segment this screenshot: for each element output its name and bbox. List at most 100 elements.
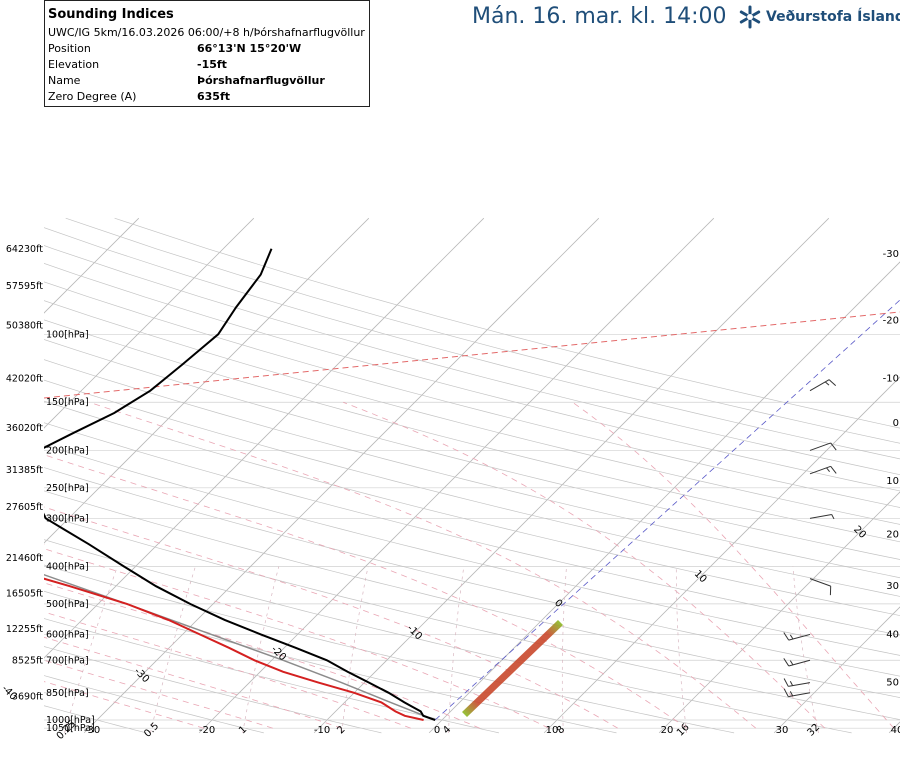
cape-band: [462, 620, 563, 717]
pressure-label: 1000[hPa]: [46, 715, 95, 726]
reference-adiabat-line: [434, 299, 900, 721]
bottom-temperature-label: 40: [891, 725, 900, 736]
wind-barb-flag: [789, 634, 794, 640]
wind-barb: [809, 465, 837, 475]
moist-adiabat-line: [44, 681, 204, 729]
wind-barb-flag: [828, 379, 837, 387]
dry-adiabat-line: [44, 245, 900, 476]
wind-barbs: [783, 379, 837, 698]
dry-adiabat-line: [44, 590, 617, 734]
right-axis-label: 50: [886, 678, 899, 689]
right-axis-label: -20: [883, 315, 899, 326]
height-label: 42020ft: [6, 373, 43, 384]
bottom-temperature-label: -10: [314, 725, 330, 736]
dry-adiabat-line: [44, 539, 852, 734]
freezing-level-line: [44, 311, 900, 399]
isotherm-line: [658, 491, 900, 734]
dry-adiabat-line: [44, 646, 382, 734]
elevation-value: -15ft: [197, 58, 227, 71]
right-axis-label: 10: [886, 476, 899, 487]
dry-adiabat-line: [44, 490, 900, 698]
wind-barb-staff: [788, 633, 811, 641]
dry-adiabat-line: [44, 467, 900, 677]
height-label: 21460ft: [6, 553, 43, 564]
name-value: Þórshafnarflugvöllur: [197, 74, 325, 87]
pressure-label: 500[hPa]: [46, 599, 89, 610]
wind-barb: [809, 514, 835, 520]
height-label: 27605ft: [6, 502, 43, 513]
dry-adiabat-line: [44, 564, 735, 734]
moist-adiabat-line: [44, 506, 619, 729]
dry-adiabat-line: [44, 319, 900, 543]
bottom-temperature-label: -30: [84, 725, 100, 736]
wind-barb: [783, 658, 811, 667]
moist-adiabat-line: [572, 401, 895, 729]
axis-labels: 100[hPa] 150[hPa] 200[hPa] 250[hPa] 300[hPa]…: [0, 244, 900, 742]
vedurstofa-logo: Veðurstofa Íslands: [738, 5, 900, 29]
right-axis-label: -30: [883, 249, 899, 260]
dry-adiabat-line: [44, 359, 900, 579]
wind-barb: [809, 379, 837, 392]
height-label: 64230ft: [6, 244, 43, 255]
moist-adiabat-line: [44, 454, 688, 729]
sounding-lines: [44, 248, 563, 721]
elevation-label: Elevation: [48, 58, 100, 71]
info-row-position: Position 66°13'N 15°20'W: [48, 41, 369, 57]
moist-adiabat-line: [44, 659, 273, 729]
wind-barb: [809, 578, 832, 596]
isotherm-line: [83, 217, 600, 734]
info-row-elevation: Elevation -15ft: [48, 57, 369, 73]
wind-barb-flag: [830, 442, 837, 451]
moist-adiabat-line: [44, 548, 549, 729]
height-label: 50380ft: [6, 321, 43, 332]
wind-barb-flag: [783, 678, 789, 687]
mixing-ratio-label: 0.5: [142, 721, 161, 740]
wind-barb: [783, 678, 811, 687]
wind-barb-flag: [789, 660, 794, 666]
bottom-temperature-label: 30: [776, 725, 789, 736]
snowflake-logo-icon: [739, 5, 761, 29]
height-label: 57595ft: [6, 281, 43, 292]
mixing-ratio-line: [675, 566, 688, 733]
dry-adiabat-line: [44, 227, 900, 460]
height-label: 16505ft: [6, 589, 43, 600]
right-axis-label: 0: [893, 418, 899, 429]
mixing-ratio-line: [792, 566, 819, 733]
mixing-ratio-label: 1: [237, 724, 249, 736]
bottom-temperature-label: 10: [546, 725, 559, 736]
wind-barb-flag: [826, 467, 830, 473]
wind-barb: [783, 688, 811, 698]
model-run-text: UWC/IG 5km/16.03.2026 06:00/+8 h/Þórshaf…: [48, 26, 365, 39]
isotherm-line: [543, 376, 900, 734]
pressure-label: 1050[hPa]: [46, 723, 95, 734]
bottom-temperature-label: 20: [661, 725, 674, 736]
wind-barb-flag: [789, 680, 794, 686]
pressure-label: 700[hPa]: [46, 655, 89, 666]
wind-barb-staff: [809, 465, 831, 475]
pressure-label: 600[hPa]: [46, 629, 89, 640]
wind-barb: [809, 442, 837, 451]
position-value: 66°13'N 15°20'W: [197, 42, 302, 55]
dry-adiabat-line: [44, 300, 900, 525]
right-axis-label: 30: [886, 581, 899, 592]
wind-barb-flag: [824, 381, 830, 386]
pressure-label: 100[hPa]: [46, 329, 89, 340]
forecast-time-title: Mán. 16. mar. kl. 14:00: [472, 4, 727, 29]
isotherm-line: [428, 261, 900, 734]
mixing-ratio-line: [242, 566, 280, 733]
wind-barb-staff: [788, 659, 811, 667]
zero-degree-label: Zero Degree (A): [48, 90, 137, 103]
wind-barb-flag: [830, 466, 837, 474]
pressure-label: 400[hPa]: [46, 562, 89, 573]
mixing-ratio-line: [448, 566, 465, 733]
height-label: 36020ft: [6, 423, 43, 434]
isotherm-line: [313, 217, 830, 734]
info-row-name: Name Þórshafnarflugvöllur: [48, 73, 369, 89]
background-grid: [44, 217, 900, 734]
pressure-label: 300[hPa]: [46, 513, 89, 524]
temperature-line: [44, 248, 436, 721]
dry-adiabat-line: [44, 281, 900, 508]
dry-adiabat-line: [44, 444, 900, 656]
dry-adiabat-line: [44, 379, 900, 597]
